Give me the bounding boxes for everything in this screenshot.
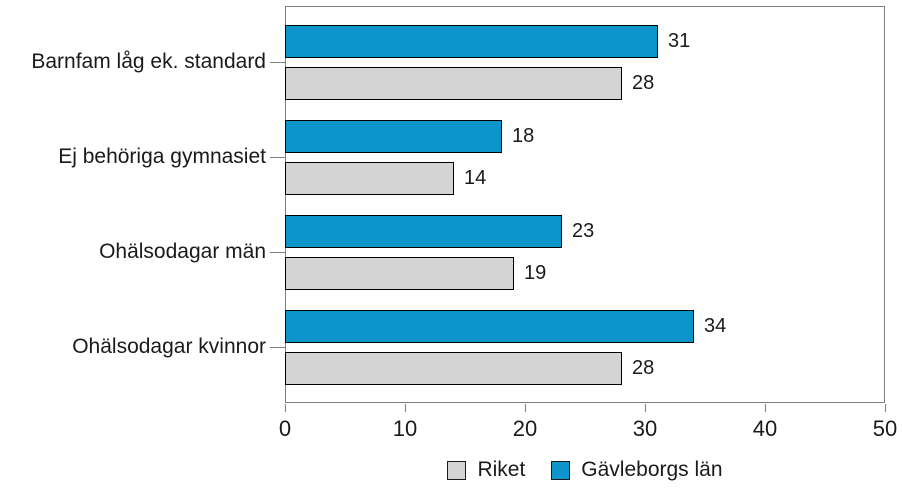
category-tick [270, 252, 285, 253]
category-tick [270, 347, 285, 348]
legend-label: Gävleborgs län [581, 458, 723, 481]
bar-riket [285, 257, 514, 290]
x-axis-tick-label: 20 [512, 416, 538, 441]
category-tick [270, 157, 285, 158]
plot-area: 31 28 18 14 23 19 34 28 [285, 6, 885, 403]
bar-riket [285, 67, 622, 100]
x-axis-tick-label: 30 [632, 416, 658, 441]
x-axis-tick-label: 40 [752, 416, 778, 441]
x-axis-tick [765, 404, 766, 412]
category-label: Ohälsodagar män [99, 240, 266, 263]
x-axis-tick-label: 0 [278, 416, 292, 441]
legend-label: Riket [477, 458, 526, 481]
legend-item: Riket [447, 458, 525, 482]
bar-g-vleborgs-l-n [285, 25, 658, 58]
x-axis-tick-label: 50 [872, 416, 898, 441]
x-axis-tick-label: 10 [392, 416, 418, 441]
category-tick [270, 62, 285, 63]
value-label: 31 [668, 30, 691, 52]
legend: Riket Gävleborgs län [285, 458, 885, 482]
category-label: Ej behöriga gymnasiet [58, 145, 266, 168]
value-label: 23 [572, 220, 595, 242]
legend-swatch [447, 460, 467, 480]
value-label: 19 [524, 262, 547, 284]
bar-g-vleborgs-l-n [285, 120, 502, 153]
x-axis-tick [285, 404, 286, 412]
bar-riket [285, 352, 622, 385]
bar-g-vleborgs-l-n [285, 310, 694, 343]
x-axis-tick [405, 404, 406, 412]
legend-swatch [551, 460, 571, 480]
bar-riket [285, 162, 454, 195]
x-axis-tick [645, 404, 646, 412]
category-label: Ohälsodagar kvinnor [72, 335, 266, 358]
value-label: 28 [632, 72, 655, 94]
legend-item: Gävleborgs län [551, 458, 723, 482]
value-label: 34 [704, 315, 727, 337]
value-label: 14 [464, 167, 487, 189]
bar-g-vleborgs-l-n [285, 215, 562, 248]
value-label: 28 [632, 357, 655, 379]
value-label: 18 [512, 125, 535, 147]
x-axis-tick [525, 404, 526, 412]
x-axis-tick [885, 404, 886, 412]
category-label: Barnfam låg ek. standard [31, 50, 266, 73]
